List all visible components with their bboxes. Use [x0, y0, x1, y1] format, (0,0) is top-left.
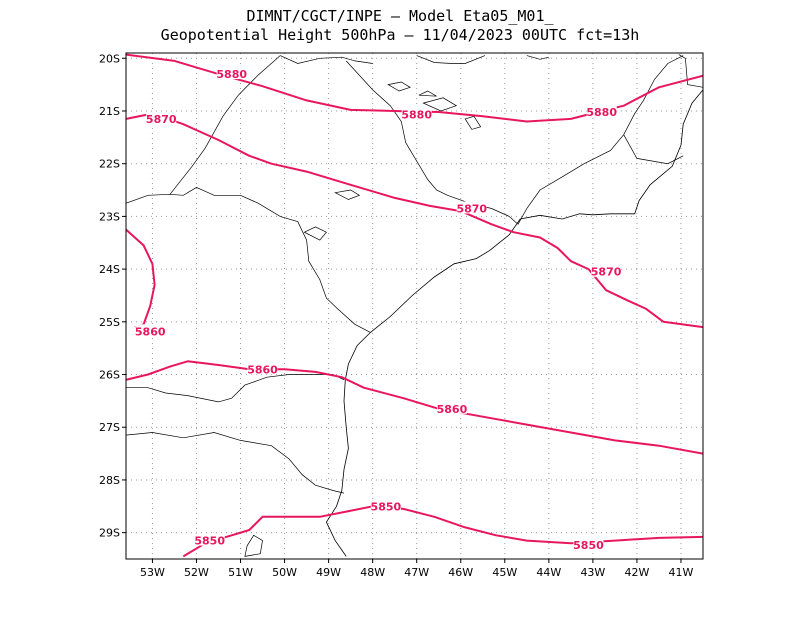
contour-label: 5870	[146, 113, 177, 126]
geography-layer	[126, 54, 703, 557]
contour-label: 5870	[591, 266, 622, 279]
chart-title-line-1: DIMNT/CGCT/INPE – Model Eta05_M01_	[246, 7, 554, 25]
state-boundary	[126, 187, 371, 333]
lat-tick-label: 29S	[99, 527, 120, 540]
contour-label-layer: 5880 5880 5880 5870 5870 5870 5860 5860 5860 5850…	[135, 67, 622, 552]
lat-tick-label: 28S	[99, 474, 120, 487]
reservoir	[422, 97, 458, 112]
state-boundary	[623, 134, 684, 165]
contour-label-bg	[401, 107, 432, 120]
lagoon	[244, 534, 263, 557]
state-boundary	[526, 55, 549, 60]
lon-tick-label: 53W	[140, 566, 165, 579]
contour-label: 5880	[401, 109, 432, 122]
contour-label: 5870	[456, 202, 487, 215]
contour-label: 5860	[247, 363, 278, 376]
lon-tick-label: 42W	[624, 566, 649, 579]
contour-label: 5880	[586, 106, 617, 119]
contour-label-bg	[456, 201, 487, 214]
lon-tick-label: 44W	[536, 566, 561, 579]
lat-tick-label: 22S	[99, 158, 120, 171]
lon-tick-label: 49W	[316, 566, 341, 579]
contour-line-5870	[126, 112, 703, 329]
reservoir	[387, 81, 411, 92]
lon-tick-label: 48W	[360, 566, 385, 579]
contour-label-bg	[216, 67, 247, 80]
state-boundary	[416, 55, 486, 64]
chart-title-line-2: Geopotential Height 500hPa – 11/04/2023 …	[160, 26, 640, 44]
lat-tick-label: 27S	[99, 421, 120, 434]
lat-tick-label: 25S	[99, 316, 120, 329]
contour-label: 5880	[216, 68, 247, 81]
lon-tick-label: 51W	[228, 566, 253, 579]
lat-lon-grid	[126, 53, 703, 559]
lon-tick-label: 43W	[580, 566, 605, 579]
state-boundary	[126, 432, 345, 494]
contour-layer	[126, 53, 703, 558]
lon-tick-label: 41W	[669, 566, 694, 579]
lat-tick-label: 20S	[99, 52, 120, 65]
state-boundary	[678, 54, 703, 88]
contour-label: 5850	[194, 535, 225, 548]
lon-tick-label: 52W	[184, 566, 209, 579]
contour-label-bg	[370, 499, 401, 512]
lon-tick-label: 46W	[448, 566, 473, 579]
contour-label-bg	[573, 537, 604, 550]
axis-ticks: 53W 52W 51W 50W 49W 48W 47W 46W 45W 44W 43W 42W 41W 2…	[99, 52, 694, 579]
contour-label-bg	[586, 105, 617, 118]
lon-tick-label: 50W	[272, 566, 297, 579]
contour-label-bg	[135, 324, 166, 337]
lon-tick-label: 47W	[404, 566, 429, 579]
contour-label-bg	[194, 533, 225, 546]
lat-tick-label: 24S	[99, 263, 120, 276]
contour-label: 5860	[437, 403, 468, 416]
contour-label: 5850	[371, 500, 402, 513]
contour-label: 5850	[573, 539, 604, 552]
contour-label-bg	[436, 401, 467, 414]
lat-tick-label: 26S	[99, 369, 120, 382]
contour-label-bg	[146, 111, 177, 124]
state-boundary	[280, 55, 373, 64]
contour-label: 5860	[135, 325, 166, 338]
state-boundary	[345, 60, 519, 225]
reservoir	[303, 226, 327, 241]
state-boundary	[126, 374, 345, 403]
lat-tick-label: 23S	[99, 210, 120, 223]
lon-tick-label: 45W	[492, 566, 517, 579]
reservoir	[418, 90, 437, 97]
state-boundary	[169, 55, 281, 195]
lat-tick-label: 21S	[99, 105, 120, 118]
coastline	[325, 89, 703, 557]
reservoir	[334, 189, 361, 200]
plot-frame	[125, 52, 704, 560]
contour-line-5860	[126, 228, 156, 329]
contour-label-bg	[247, 362, 278, 375]
contour-line-5860	[126, 360, 703, 455]
contour-label-bg	[591, 264, 622, 277]
reservoir	[464, 115, 482, 130]
state-boundary	[517, 55, 684, 225]
